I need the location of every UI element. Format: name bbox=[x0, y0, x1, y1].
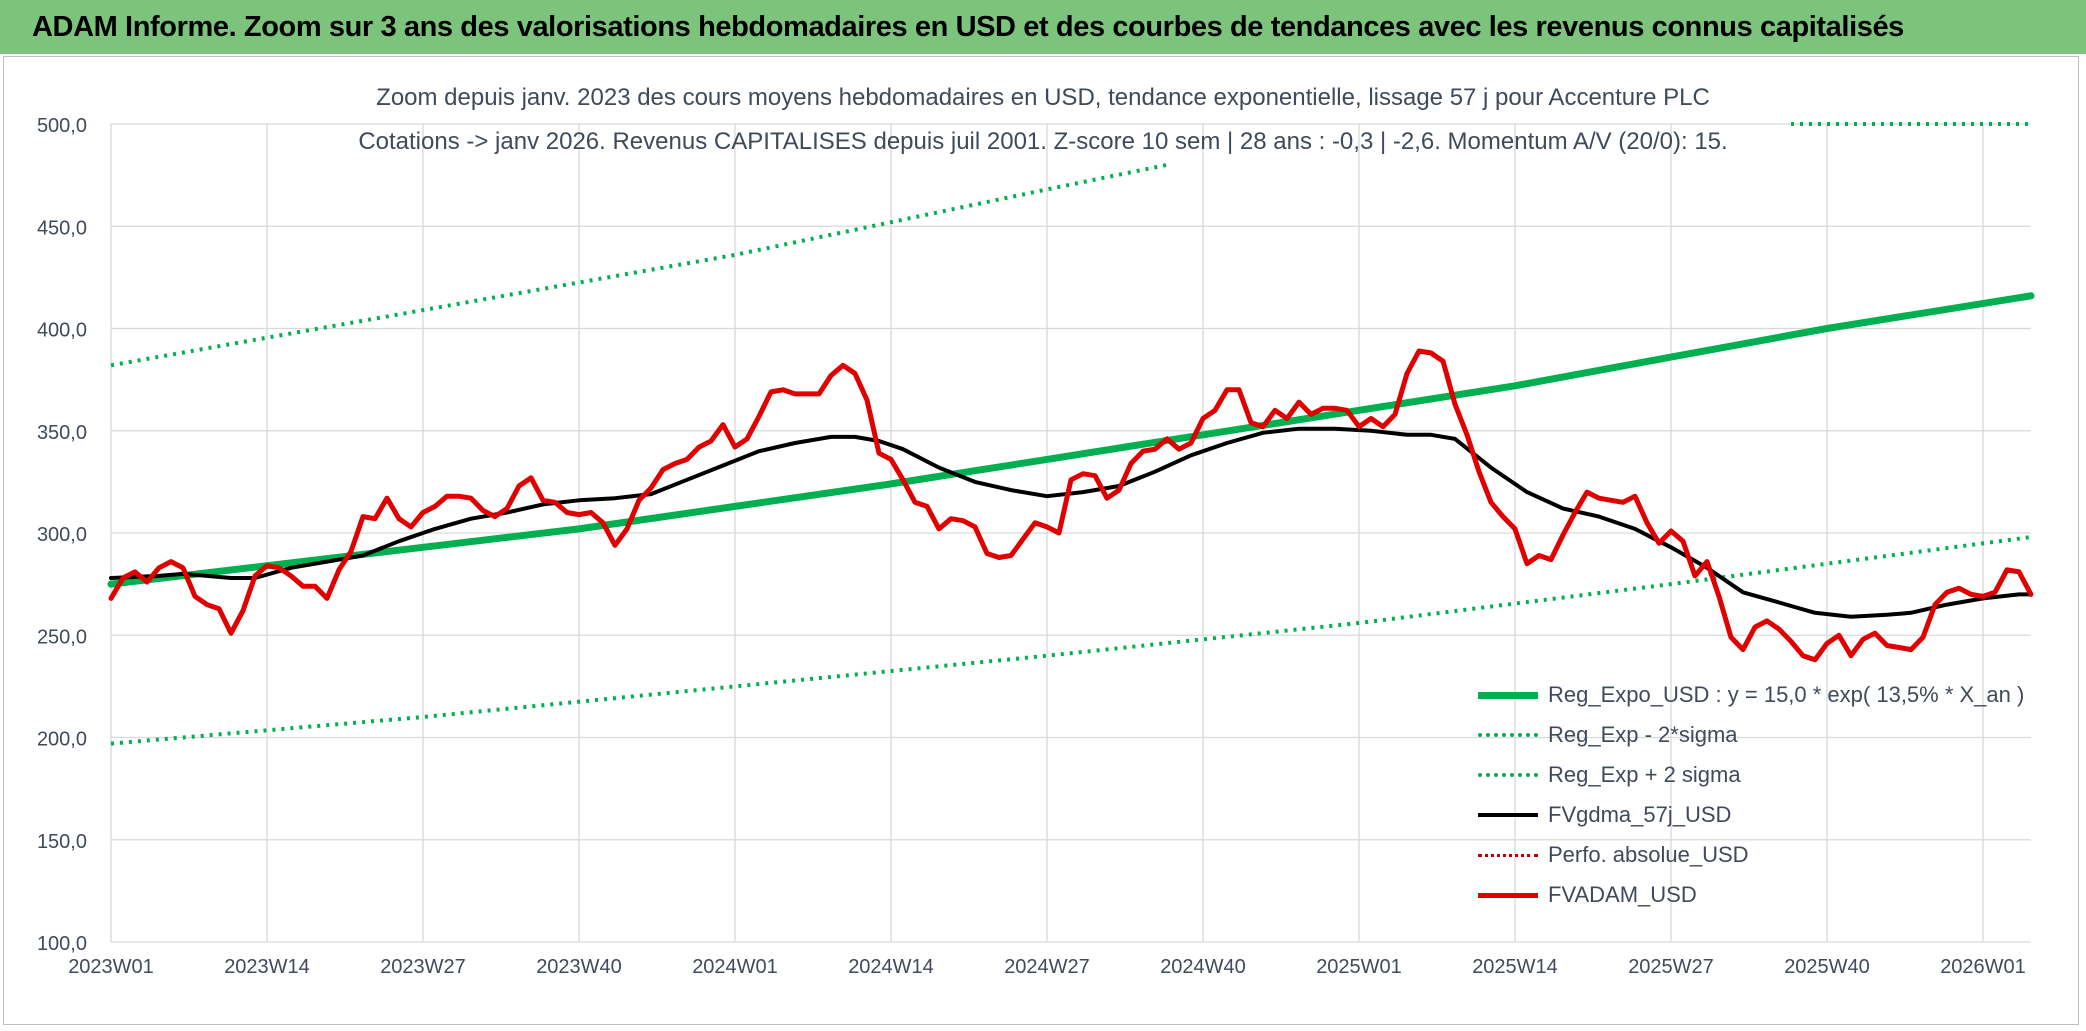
legend-item-fvadam: FVADAM_USD bbox=[1478, 881, 1697, 909]
legend-item-fvgdma: FVgdma_57j_USD bbox=[1478, 801, 1731, 829]
series-line-5 bbox=[108, 348, 2034, 663]
y-tick-label: 400,0 bbox=[37, 320, 87, 342]
y-tick-label: 200,0 bbox=[37, 729, 87, 751]
x-tick-label: 2025W27 bbox=[1628, 956, 1714, 978]
legend-label-reg-expo: Reg_Expo_USD : y = 15,0 * exp( 13,5% * X… bbox=[1548, 682, 2025, 707]
y-tick-label: 250,0 bbox=[37, 626, 87, 648]
chart-title-line2: Cotations -> janv 2026. Revenus CAPITALI… bbox=[358, 128, 1728, 155]
legend-label-fvgdma: FVgdma_57j_USD bbox=[1548, 802, 1732, 827]
y-tick-label: 150,0 bbox=[37, 831, 87, 853]
series-layer bbox=[107, 122, 2035, 746]
x-tick-label: 2023W14 bbox=[224, 956, 310, 978]
x-tick-label: 2025W14 bbox=[1472, 956, 1558, 978]
x-tick-label: 2023W01 bbox=[68, 956, 154, 978]
x-tick-label: 2023W27 bbox=[380, 956, 466, 978]
series-line-0 bbox=[107, 292, 2035, 588]
legend-label-reg-exp-minus: Reg_Exp - 2*sigma bbox=[1548, 722, 1738, 747]
chart-frame bbox=[3, 56, 2079, 1025]
legend-item-reg-exp-plus: Reg_Exp + 2 sigma bbox=[1478, 761, 1741, 789]
grid-lines bbox=[110, 123, 2031, 943]
x-tick-label: 2024W14 bbox=[848, 956, 934, 978]
x-tick-label: 2025W40 bbox=[1784, 956, 1870, 978]
x-tick-label: 2023W40 bbox=[536, 956, 622, 978]
legend-swatch-reg-exp-plus bbox=[1478, 773, 1538, 777]
series-line-1 bbox=[110, 535, 2032, 746]
chart-title-line1: Zoom depuis janv. 2023 des cours moyens … bbox=[376, 84, 1710, 111]
series-line-3 bbox=[109, 426, 2033, 619]
series-line-2 bbox=[110, 162, 1168, 368]
legend-label-fvadam: FVADAM_USD bbox=[1548, 882, 1697, 907]
x-tick-label: 2024W27 bbox=[1004, 956, 1090, 978]
legend-item-reg-exp-minus: Reg_Exp - 2*sigma bbox=[1478, 721, 1738, 749]
y-tick-label: 100,0 bbox=[37, 933, 87, 955]
y-tick-label: 500,0 bbox=[37, 115, 87, 137]
legend-swatch-reg-expo bbox=[1478, 691, 1538, 699]
x-tick-label: 2024W40 bbox=[1160, 956, 1246, 978]
legend-swatch-perfo bbox=[1478, 853, 1538, 857]
header-bar: ADAM Informe. Zoom sur 3 ans des valoris… bbox=[0, 0, 2086, 54]
x-tick-label: 2025W01 bbox=[1316, 956, 1402, 978]
axis-labels: 100,0 150,0 200,0 250,0 300,0 350,0 400,0 450,0… bbox=[37, 115, 2026, 978]
legend-label-reg-exp-plus: Reg_Exp + 2 sigma bbox=[1548, 762, 1741, 787]
legend-swatch-fvgdma bbox=[1478, 813, 1538, 817]
legend-item-perfo: Perfo. absolue_USD bbox=[1478, 841, 1749, 869]
y-tick-label: 350,0 bbox=[37, 422, 87, 444]
x-tick-label: 2026W01 bbox=[1940, 956, 2026, 978]
report-title: ADAM Informe. Zoom sur 3 ans des valoris… bbox=[32, 10, 1904, 43]
y-tick-label: 450,0 bbox=[37, 217, 87, 239]
legend-swatch-reg-exp-minus bbox=[1478, 733, 1538, 737]
legend-swatch-fvadam bbox=[1478, 892, 1538, 898]
y-tick-label: 300,0 bbox=[37, 524, 87, 546]
legend-item-reg-expo: Reg_Expo_USD : y = 15,0 * exp( 13,5% * X… bbox=[1478, 681, 2024, 709]
x-tick-label: 2024W01 bbox=[692, 956, 778, 978]
legend-label-perfo: Perfo. absolue_USD bbox=[1548, 842, 1749, 867]
